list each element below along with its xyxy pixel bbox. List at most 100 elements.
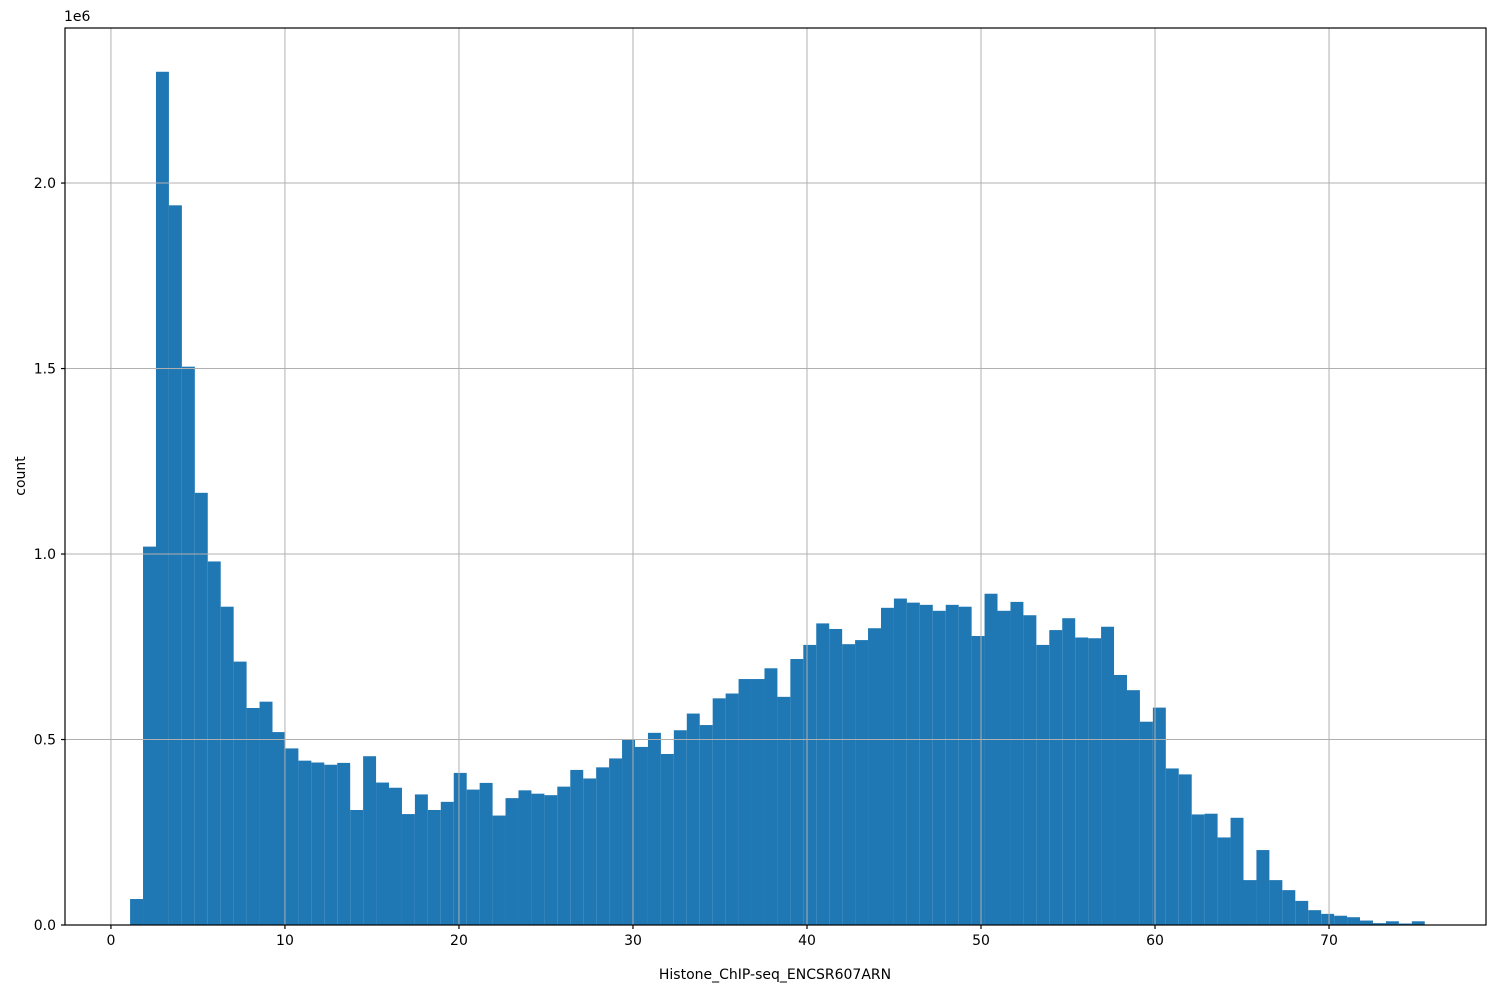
histogram-bar [1282, 890, 1296, 925]
histogram-bar [1191, 814, 1205, 925]
histogram-bar [971, 636, 985, 925]
histogram-bar [945, 604, 959, 925]
histogram-bar [272, 732, 286, 925]
histogram-bar [246, 707, 260, 925]
histogram-bar [194, 492, 208, 925]
histogram-bar [492, 815, 506, 925]
histogram-bar [1347, 917, 1361, 925]
histogram-bar [1049, 630, 1063, 925]
histogram-bar [1243, 880, 1257, 925]
histogram-bar [518, 790, 532, 925]
histogram-bar [427, 810, 441, 925]
x-tick-label: 0 [106, 933, 115, 949]
histogram-bar [1398, 923, 1412, 925]
histogram-bar [1062, 618, 1076, 925]
histogram-bar [816, 623, 830, 925]
histogram-bar [1385, 921, 1399, 925]
y-tick-label: 1.5 [34, 362, 56, 378]
histogram-bar [466, 789, 480, 925]
histogram-bar [155, 71, 169, 925]
histogram-bar [725, 693, 739, 925]
histogram-bar [1010, 601, 1024, 925]
histogram-bar [868, 628, 881, 925]
histogram-bar [1165, 768, 1179, 925]
histogram-bar [285, 748, 299, 925]
histogram-bar [984, 593, 998, 925]
histogram-bar [181, 366, 195, 925]
histogram-bar [932, 610, 946, 925]
histogram-bar [1230, 817, 1244, 925]
histogram-bar [311, 762, 325, 925]
histogram-bar [1360, 920, 1373, 925]
histogram-bar [622, 739, 635, 925]
histogram-bar [1204, 813, 1218, 925]
histogram-bar [220, 606, 234, 925]
histogram-bar [1217, 837, 1231, 925]
histogram-bar [1321, 913, 1335, 925]
y-axis-offset-text: 1e6 [64, 9, 91, 25]
histogram-bar [324, 764, 338, 925]
histogram-bar [751, 679, 765, 925]
histogram-bar [997, 610, 1011, 925]
histogram-bar [686, 713, 700, 925]
histogram-bar [660, 753, 674, 925]
histogram-bar [583, 778, 597, 925]
histogram-bar [842, 644, 856, 925]
histogram-bar [1036, 644, 1050, 925]
histogram-bar [544, 795, 558, 925]
histogram-bar [233, 661, 247, 925]
plot-border [64, 27, 1487, 926]
histogram-bar [880, 607, 894, 925]
y-tick-label: 2.0 [34, 176, 56, 192]
histogram-bar [1126, 690, 1140, 925]
histogram-bar [958, 606, 972, 925]
y-tick-label: 1.0 [34, 547, 56, 563]
histogram-bar [609, 758, 623, 925]
histogram-bar [376, 782, 390, 925]
histogram-bar [1256, 850, 1270, 925]
histogram-bar [570, 769, 584, 925]
histogram-bar [764, 668, 778, 925]
histogram-bar [596, 767, 610, 925]
x-tick-label: 70 [1320, 933, 1338, 949]
histogram-bar [1152, 707, 1166, 925]
histogram-bar [1139, 721, 1153, 925]
x-tick-label: 60 [1146, 933, 1164, 949]
histogram-bar [130, 899, 144, 925]
histogram-bar [1101, 626, 1115, 925]
histogram-bar [803, 644, 817, 925]
histogram-bar [635, 746, 648, 925]
y-tick-label: 0.5 [34, 733, 56, 749]
histogram-bar [389, 787, 402, 925]
y-tick-label: 0.0 [34, 918, 56, 934]
histogram-bar [855, 640, 869, 925]
histogram-bar [337, 762, 351, 925]
histogram-bar [1334, 915, 1348, 925]
histogram-bar [1088, 638, 1102, 925]
histogram-bar [1308, 910, 1322, 925]
histogram-bar [1075, 637, 1089, 925]
histogram-bar [350, 810, 364, 925]
histogram-bar [401, 814, 415, 925]
histogram-bar [363, 756, 377, 925]
histogram-bar [790, 659, 804, 925]
histogram-bar [414, 794, 428, 925]
histogram-bar [919, 604, 933, 925]
histogram-bar [440, 801, 454, 925]
x-tick-label: 40 [798, 933, 816, 949]
histogram-bar [829, 628, 843, 925]
histogram-bar [531, 793, 545, 925]
histogram-bar [1114, 674, 1127, 925]
histogram-bar [143, 546, 156, 925]
histogram-bar [647, 732, 661, 925]
histogram-bar [505, 798, 519, 925]
x-tick-label: 20 [450, 933, 468, 949]
histogram-bar [712, 698, 726, 925]
y-axis-label: count [13, 456, 29, 496]
histogram-bar [699, 725, 713, 925]
histogram-bar [1023, 615, 1037, 925]
histogram-bar [738, 679, 752, 925]
histogram-bar [673, 730, 687, 925]
